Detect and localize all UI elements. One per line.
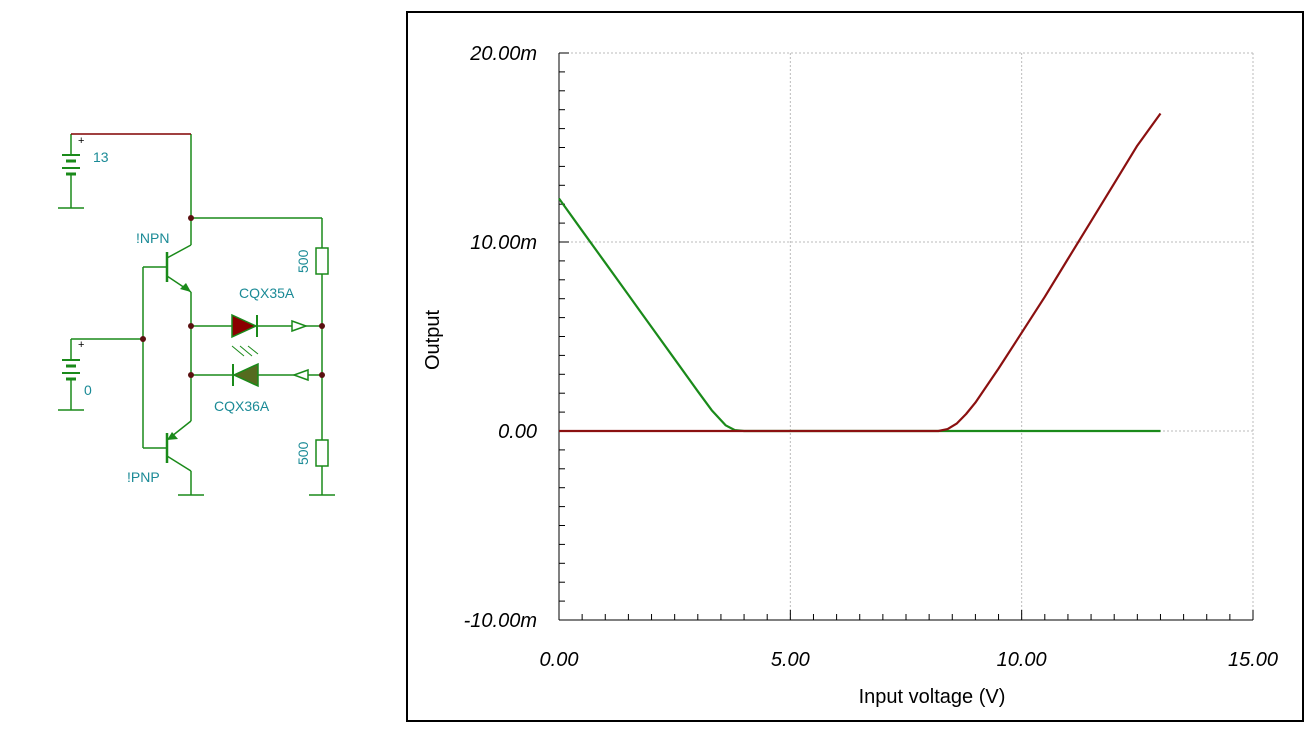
light-rays-icon <box>231 345 259 357</box>
led-green-icon <box>232 362 259 388</box>
npn-arrow-icon <box>180 283 191 292</box>
pnp-collector <box>166 455 192 472</box>
y-tick-label: -10.00m <box>464 610 537 632</box>
npn-collector <box>166 244 192 259</box>
battery-input-value: 0 <box>84 382 92 398</box>
junction-dot <box>188 323 194 329</box>
y-axis-title: Output <box>422 310 444 370</box>
tick-labels: 0.00 5.00 10.00 15.00-10.00m0.0010.00m20.00… <box>464 43 1278 671</box>
resistor-top-value: 500 <box>295 249 311 273</box>
junction-dot <box>319 323 325 329</box>
npn-label: !NPN <box>136 230 169 246</box>
junction-dot <box>140 336 146 342</box>
output-chart: 0.00 5.00 10.00 15.00-10.00m0.0010.00m20.00… <box>422 43 1278 708</box>
circuit-schematic: + + 13 0 !NPN !PNP CQX35A CQX36A 500 500 <box>58 133 335 496</box>
y-tick-label: 20.00m <box>469 43 537 65</box>
series-group <box>558 112 1162 433</box>
x-axis-title: Input voltage (V) <box>859 686 1006 708</box>
x-tick-label: 5.00 <box>771 649 810 671</box>
led-red-label: CQX35A <box>239 285 295 301</box>
junction-dot <box>188 215 194 221</box>
x-tick-label: 10.00 <box>997 649 1047 671</box>
grid <box>559 52 1254 620</box>
pnp-label: !PNP <box>127 469 160 485</box>
x-tick-label: 0.00 <box>540 649 579 671</box>
axes <box>558 52 1254 621</box>
resistor-bottom <box>315 439 329 467</box>
chart-frame: 0.00 5.00 10.00 15.00 -10.00m 0.00 10.00m 20.00… <box>406 11 1304 722</box>
series-line-1 <box>558 197 1161 433</box>
resistor-top <box>315 247 329 275</box>
junction-dot <box>319 372 325 378</box>
probe-arrow-icon <box>291 319 309 333</box>
y-tick-label: 10.00m <box>470 232 537 254</box>
led-green-label: CQX36A <box>214 398 270 414</box>
pnp-arrow-icon <box>167 432 178 440</box>
y-tick-label: 0.00 <box>498 421 537 443</box>
series-line-2 <box>559 112 1162 433</box>
battery-top-value: 13 <box>93 149 109 165</box>
led-red-icon <box>231 313 258 339</box>
x-tick-label: 15.00 <box>1228 649 1278 671</box>
probe-arrow-icon <box>291 368 309 382</box>
plus-icon: + <box>78 339 84 351</box>
plus-icon: + <box>78 135 84 147</box>
resistor-bottom-value: 500 <box>295 441 311 465</box>
junction-dot <box>188 372 194 378</box>
